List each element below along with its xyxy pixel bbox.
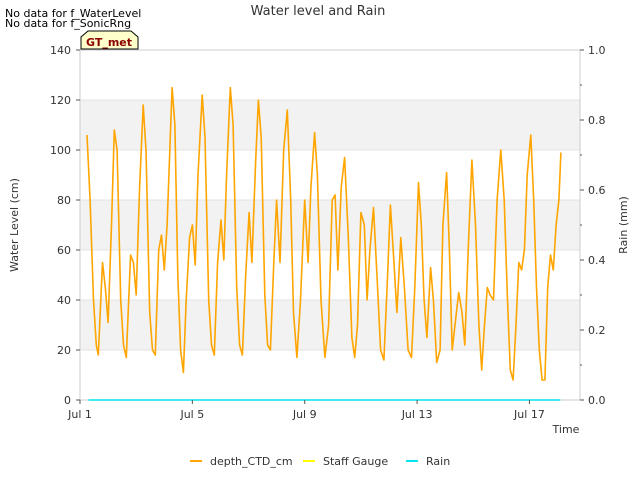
y2-tick-label: 0.0 (588, 394, 606, 407)
x-tick-label: Jul 5 (179, 408, 204, 421)
no-data-note-waterlevel: No data for f_WaterLevel (5, 7, 142, 20)
site-badge-box (80, 30, 139, 50)
site-badge-label: GT_met (86, 36, 132, 49)
y-tick-label: 140 (50, 44, 71, 57)
y2-axis-label: Rain (mm) (617, 196, 630, 254)
no-data-note-sonicrng: No data for f_SonicRng (5, 17, 132, 30)
y-axis-left: 0 20 40 60 80 100 120 140 (50, 44, 80, 407)
x-axis: Jul 1 Jul 5 Jul 9 Jul 13 Jul 17 (67, 400, 545, 421)
legend-label: Rain (426, 455, 450, 468)
x-axis-label: Time (552, 423, 580, 436)
y2-tick-label: 0.6 (588, 184, 606, 197)
y-axis-right: 0.0 0.2 0.4 0.6 0.8 1.0 (580, 44, 606, 407)
y2-tick-label: 1.0 (588, 44, 606, 57)
grid-band (80, 300, 580, 350)
x-tick-label: Jul 9 (292, 408, 317, 421)
series-line-depth-ctd-cm (86, 86, 562, 381)
x-tick-label: Jul 17 (513, 408, 545, 421)
y-tick-label: 0 (64, 394, 71, 407)
series-layer (86, 86, 562, 401)
y-tick-label: 20 (57, 344, 71, 357)
y-tick-label: 60 (57, 244, 71, 257)
x-tick-label: Jul 1 (67, 408, 92, 421)
site-badge: GT_met (80, 30, 139, 50)
y-axis-label: Water Level (cm) (8, 178, 21, 272)
y-tick-label: 80 (57, 194, 71, 207)
y-tick-label: 40 (57, 294, 71, 307)
y2-tick-label: 0.8 (588, 114, 606, 127)
y2-tick-label: 0.4 (588, 254, 606, 267)
y-tick-label: 120 (50, 94, 71, 107)
y2-tick-label: 0.2 (588, 324, 606, 337)
x-tick-label: Jul 13 (401, 408, 433, 421)
legend-label: depth_CTD_cm (210, 455, 293, 468)
y-tick-label: 100 (50, 144, 71, 157)
chart-title: Water level and Rain (251, 4, 386, 19)
grid-band (80, 100, 580, 150)
legend-label: Staff Gauge (323, 455, 388, 468)
legend: depth_CTD_cm Staff Gauge Rain (190, 455, 450, 468)
